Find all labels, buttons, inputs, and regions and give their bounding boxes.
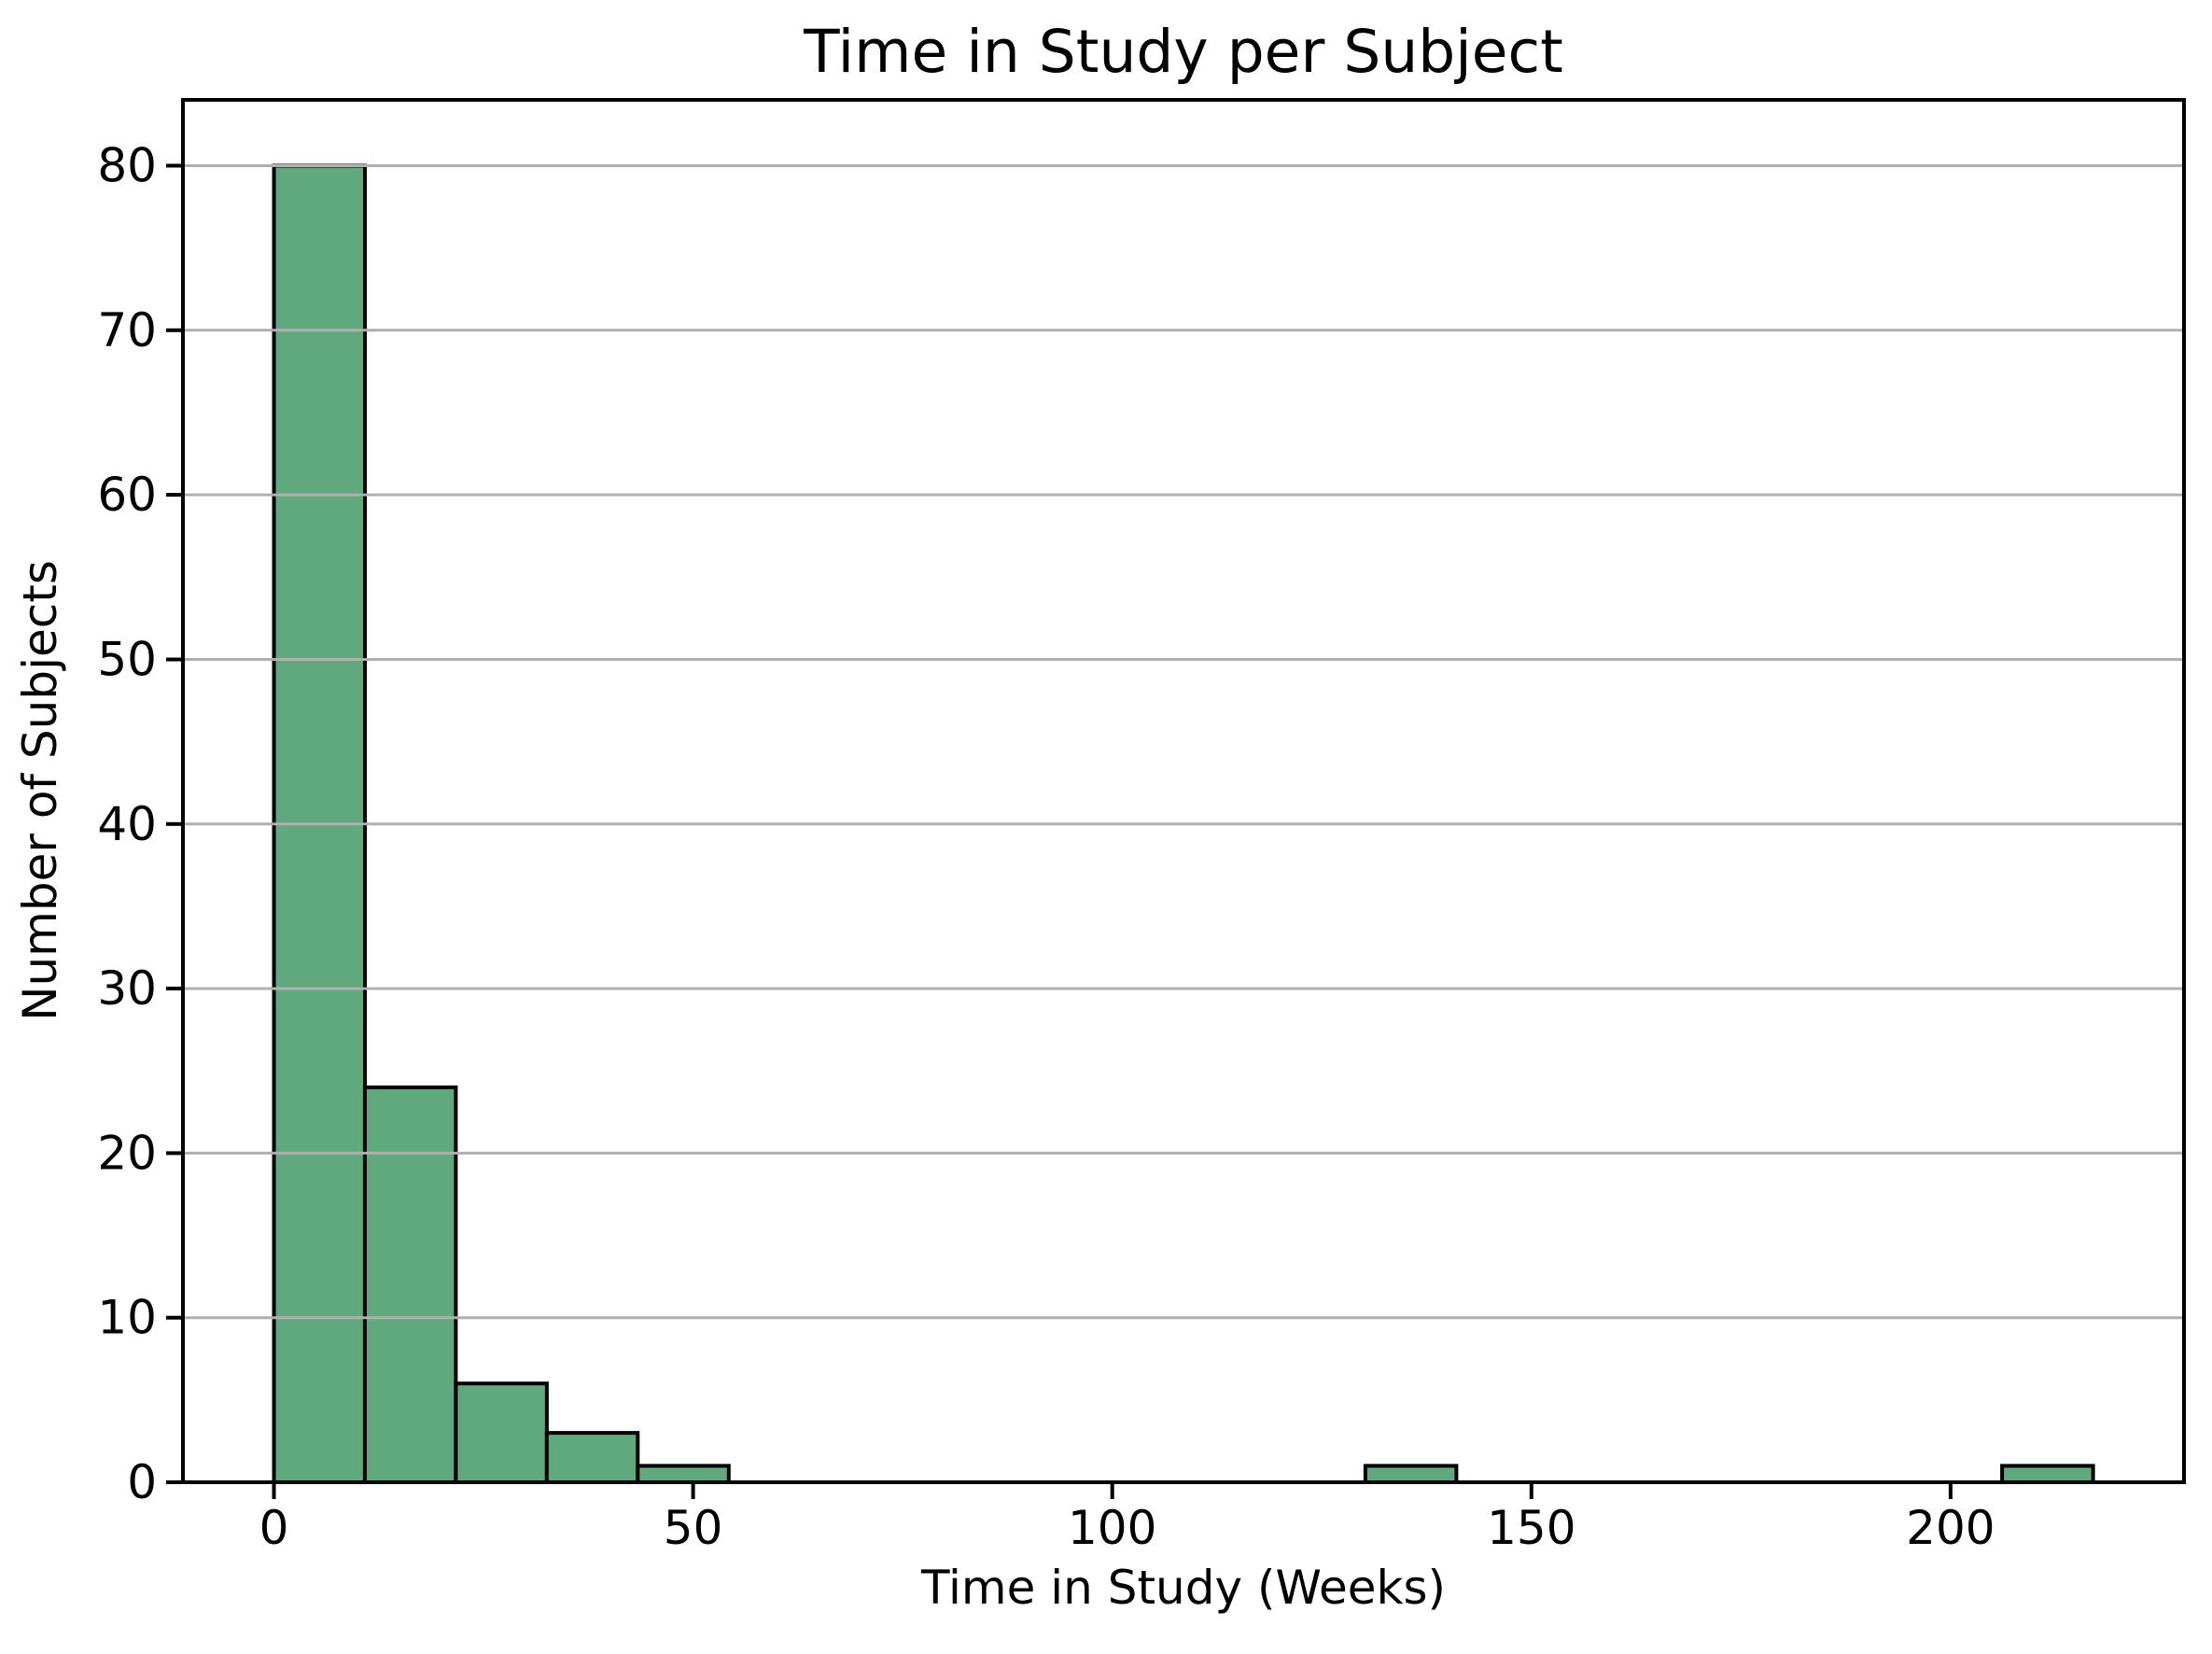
histogram-bar (454, 1381, 549, 1484)
histogram-bar (636, 1464, 731, 1485)
y-tick-label: 80 (97, 139, 157, 193)
histogram-bar (1363, 1464, 1459, 1485)
x-tick-label: 50 (664, 1501, 723, 1555)
y-tick-label: 30 (97, 961, 157, 1016)
chart-title: Time in Study per Subject (803, 18, 1563, 86)
x-tick-label: 200 (1906, 1501, 1995, 1555)
y-tick-label: 20 (97, 1126, 157, 1180)
y-tick-label: 50 (97, 633, 157, 687)
histogram-bar (362, 1085, 458, 1485)
y-tick-label: 70 (97, 303, 157, 357)
plot-border (181, 98, 2186, 1484)
histogram-bar (2000, 1464, 2095, 1485)
y-tick-label: 60 (97, 468, 157, 522)
histogram-bar (544, 1431, 640, 1484)
x-tick-label: 0 (259, 1501, 289, 1555)
grid-layer (183, 164, 2184, 1484)
spine-layer (181, 98, 2186, 1484)
x-axis-label: Time in Study (Weeks) (920, 1561, 1446, 1615)
y-tick-label: 40 (97, 797, 157, 851)
x-tick-label: 100 (1068, 1501, 1156, 1555)
y-tick-label: 10 (97, 1291, 157, 1345)
ticks-layer: 0 50 100 150 200 0 10 20 30 40 50 60 70 80 (97, 139, 1995, 1556)
y-axis-label: Number of Subjects (13, 560, 67, 1021)
x-tick-label: 150 (1487, 1501, 1575, 1555)
y-tick-label: 0 (127, 1455, 157, 1509)
